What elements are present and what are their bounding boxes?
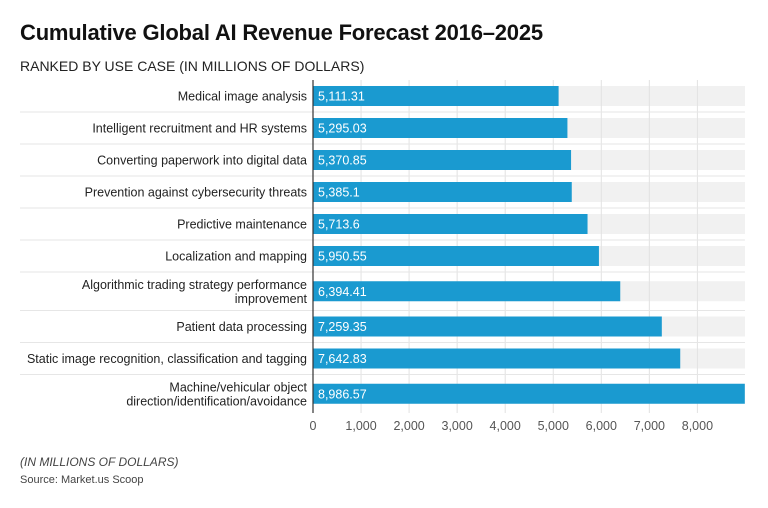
bar-chart: 5,111.31 Medical image analysis 5,295.03 In… xyxy=(20,80,745,433)
bar xyxy=(313,246,599,266)
bar xyxy=(313,182,572,202)
chart-title: Cumulative Global AI Revenue Forecast 20… xyxy=(20,20,543,45)
data-label: 5,370.85 xyxy=(318,154,367,168)
bar xyxy=(313,118,568,138)
category-label: Predictive maintenance xyxy=(177,218,307,232)
data-label: 6,394.41 xyxy=(318,285,367,299)
bar xyxy=(313,150,572,170)
bar xyxy=(313,383,745,404)
bar xyxy=(313,281,621,302)
x-tick-label: 6,000 xyxy=(586,419,617,433)
data-label: 7,642.83 xyxy=(318,352,367,366)
x-tick-label: 5,000 xyxy=(538,419,569,433)
category-label: Machine/vehicular object direction/identi… xyxy=(126,380,307,408)
bar xyxy=(313,214,588,234)
bar xyxy=(313,348,681,369)
data-label: 5,111.31 xyxy=(318,90,365,104)
category-label: Intelligent recruitment and HR systems xyxy=(92,122,307,136)
bar xyxy=(313,316,662,337)
source-note: Source: Market.us Scoop xyxy=(20,474,144,486)
x-tick-label: 2,000 xyxy=(393,419,424,433)
data-label: 5,295.03 xyxy=(318,122,367,136)
category-label: Medical image analysis xyxy=(178,90,307,104)
data-label: 8,986.57 xyxy=(318,387,367,401)
data-label: 5,950.55 xyxy=(318,250,367,264)
data-label: 5,713.6 xyxy=(318,218,360,232)
category-label: Localization and mapping xyxy=(165,250,307,264)
data-label: 7,259.35 xyxy=(318,320,367,334)
x-tick-label: 0 xyxy=(310,419,317,433)
x-tick-label: 8,000 xyxy=(682,419,713,433)
x-tick-label: 1,000 xyxy=(345,419,376,433)
data-label: 5,385.1 xyxy=(318,186,360,200)
category-label: Static image recognition, classification… xyxy=(27,352,307,366)
category-label: Prevention against cybersecurity threats xyxy=(85,186,307,200)
bar xyxy=(313,86,559,106)
category-label: Algorithmic trading strategy performance… xyxy=(82,278,308,306)
category-label: Patient data processing xyxy=(176,320,307,334)
x-tick-label: 7,000 xyxy=(634,419,665,433)
units-note: (IN MILLIONS OF DOLLARS) xyxy=(20,455,179,469)
x-tick-label: 4,000 xyxy=(490,419,521,433)
chart-subtitle: RANKED BY USE CASE (IN MILLIONS OF DOLLA… xyxy=(20,58,365,74)
category-label: Converting paperwork into digital data xyxy=(97,154,307,168)
x-tick-label: 3,000 xyxy=(442,419,473,433)
